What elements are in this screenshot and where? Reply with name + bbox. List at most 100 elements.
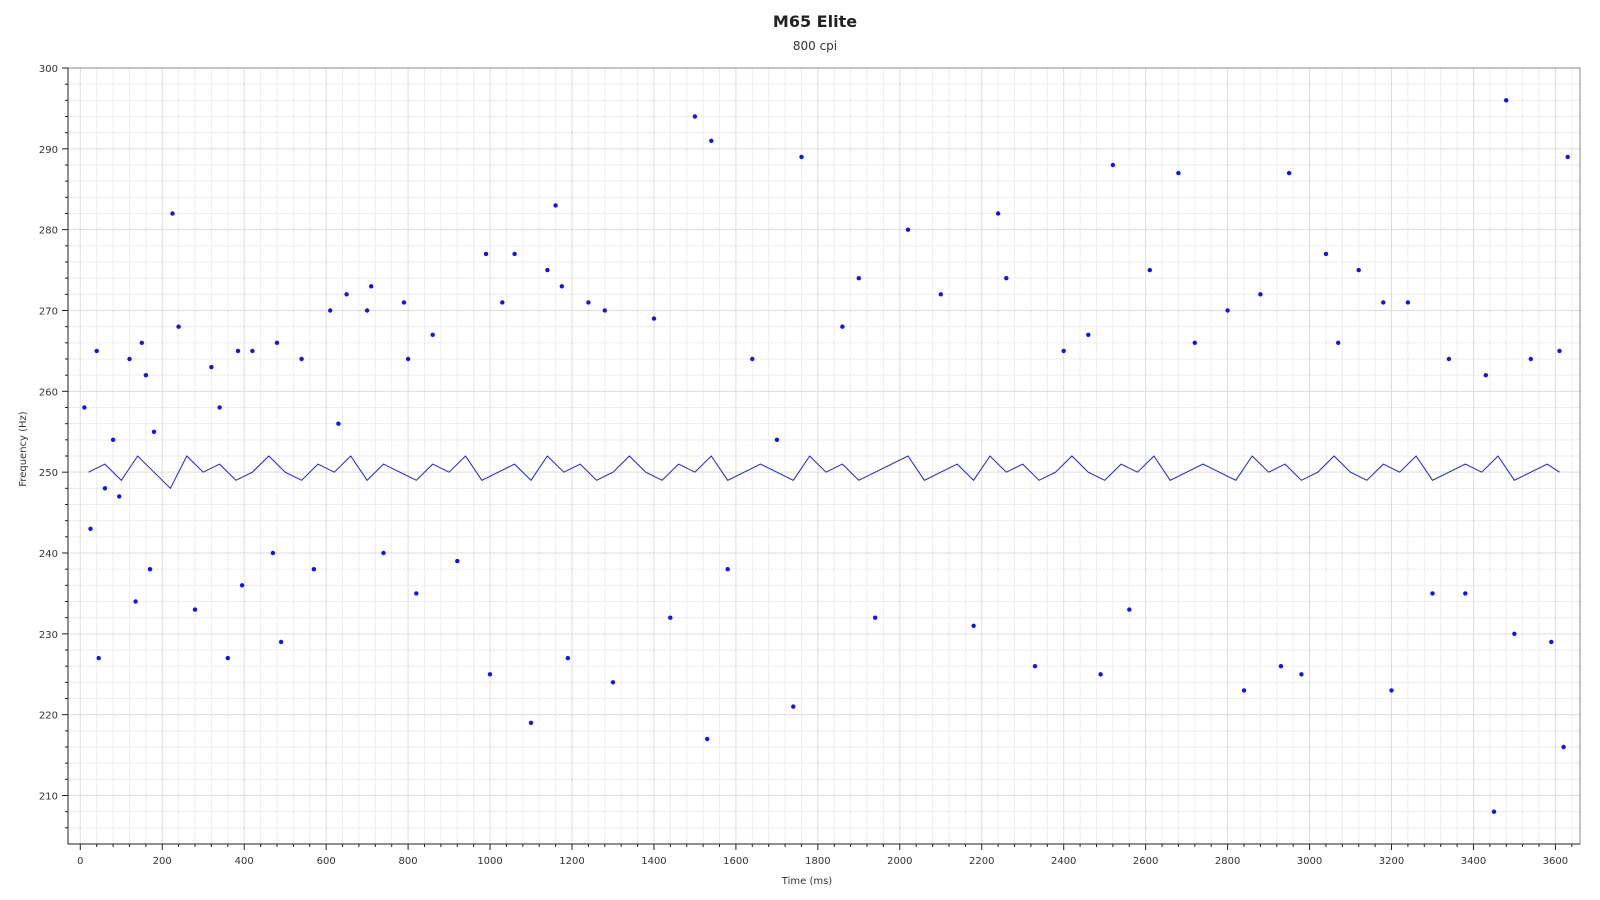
data-point <box>127 356 132 362</box>
x-tick-label: 2000 <box>887 856 912 867</box>
data-point <box>151 429 157 434</box>
x-tick-label: 200 <box>153 856 172 867</box>
data-point <box>1323 251 1329 257</box>
series-line <box>88 455 1560 490</box>
data-point <box>270 550 276 556</box>
data-point <box>1565 154 1570 160</box>
y-tick-label: 230 <box>39 630 58 641</box>
data-point <box>559 284 564 289</box>
data-point <box>110 437 116 442</box>
chart-subtitle: 800 cpi <box>793 39 837 53</box>
axes: 0 200 400 600 800 1000 1200 1400 1600 1800 2000 220… <box>39 64 1581 867</box>
data-point <box>873 615 878 620</box>
data-point <box>1061 348 1066 354</box>
data-point <box>1225 308 1230 313</box>
data-point <box>192 607 198 612</box>
y-tick-label: 270 <box>39 307 58 318</box>
x-tick-label: 3000 <box>1297 856 1322 867</box>
data-point <box>1381 300 1386 305</box>
x-tick-label: 2600 <box>1133 856 1158 867</box>
data-point <box>235 348 241 354</box>
y-tick-label: 210 <box>39 792 58 803</box>
data-point <box>709 138 714 143</box>
data-point <box>1110 162 1116 168</box>
data-point <box>528 720 534 725</box>
data-point <box>553 203 558 208</box>
data-point <box>1549 639 1554 645</box>
x-tick-label: 0 <box>77 856 83 867</box>
data-point <box>938 292 943 297</box>
data-point <box>1147 267 1153 273</box>
y-tick-label: 260 <box>39 387 58 398</box>
data-point <box>791 704 796 709</box>
data-point <box>1528 356 1534 362</box>
data-point <box>147 567 153 572</box>
y-tick-label: 290 <box>39 145 58 156</box>
data-point <box>217 405 222 410</box>
data-point <box>1278 664 1284 669</box>
data-point <box>239 583 245 588</box>
x-axis-label: Time (ms) <box>781 876 833 887</box>
data-point <box>278 639 284 645</box>
x-tick-label: 1400 <box>641 856 666 867</box>
data-point <box>1086 332 1091 337</box>
data-point <box>225 655 230 661</box>
data-point <box>1512 631 1517 636</box>
data-point <box>1405 300 1411 305</box>
data-point <box>668 615 673 620</box>
data-point <box>299 356 304 362</box>
data-point <box>455 558 460 564</box>
data-point <box>102 486 108 491</box>
data-point <box>364 308 370 313</box>
data-point <box>586 300 591 305</box>
x-tick-label: 1200 <box>559 856 584 867</box>
data-point <box>1336 340 1341 345</box>
data-point <box>1463 591 1468 596</box>
data-point <box>1004 276 1009 281</box>
data-point <box>545 267 550 273</box>
y-tick-label: 250 <box>39 468 58 479</box>
x-tick-label: 400 <box>235 856 254 867</box>
x-tick-label: 2800 <box>1215 856 1240 867</box>
data-point <box>651 316 657 321</box>
data-point <box>840 324 845 329</box>
data-point <box>430 332 435 337</box>
x-tick-label: 600 <box>317 856 336 867</box>
data-point <box>799 154 804 160</box>
data-point <box>133 599 138 604</box>
data-point <box>602 308 607 313</box>
data-point <box>1286 170 1292 176</box>
data-point <box>971 623 976 628</box>
data-point <box>1192 340 1198 345</box>
data-point <box>328 308 333 313</box>
data-point <box>414 591 419 596</box>
data-point <box>117 494 122 499</box>
data-point <box>705 736 710 742</box>
data-point <box>1491 809 1497 814</box>
data-point <box>750 356 755 362</box>
y-axis-label: Frequency (Hz) <box>18 411 29 487</box>
data-point <box>1561 744 1566 750</box>
grid <box>68 67 1580 844</box>
data-point <box>500 300 505 305</box>
data-point <box>94 348 99 354</box>
data-point <box>96 655 101 661</box>
data-point <box>1098 672 1103 677</box>
x-tick-label: 3600 <box>1543 856 1568 867</box>
y-tick-label: 240 <box>39 549 58 560</box>
data-point <box>88 526 93 531</box>
data-point <box>1446 356 1452 362</box>
y-tick-label: 280 <box>39 226 58 237</box>
data-point <box>487 672 493 677</box>
x-tick-label: 2400 <box>1051 856 1076 867</box>
data-point <box>369 284 374 289</box>
data-point <box>143 373 149 378</box>
data-point <box>1504 98 1509 103</box>
data-point <box>1483 373 1489 378</box>
points-series <box>82 98 1570 814</box>
x-tick-label: 800 <box>399 856 418 867</box>
x-tick-label: 1000 <box>477 856 502 867</box>
data-point <box>565 655 571 661</box>
